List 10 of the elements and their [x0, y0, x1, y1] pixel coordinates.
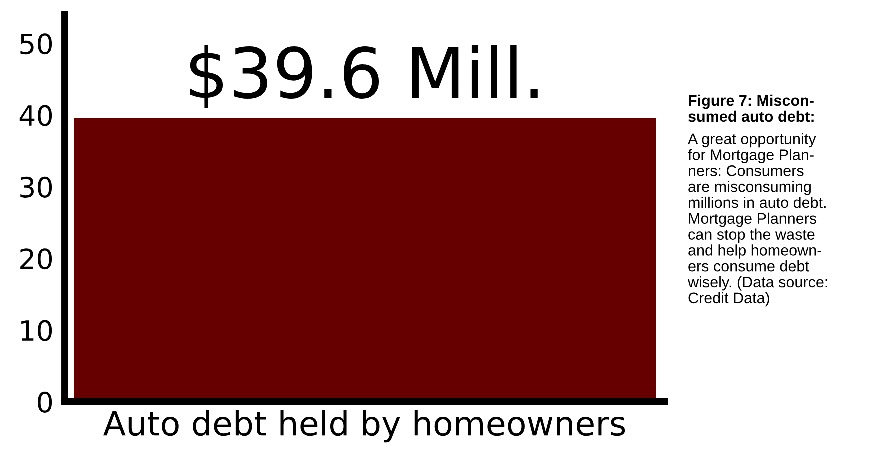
x-tick-label: Auto debt held by homeowners: [104, 410, 626, 443]
y-tick-label: 40: [20, 105, 52, 126]
y-tick-label: 30: [20, 176, 52, 198]
data-label: $39.6 Mill.: [190, 45, 538, 108]
text: A great opportunity for Mortgage Plan- ners: Consumers are misconsuming millions in auto debt. Mortgage Planners can stop the waste and help homeown- ers consume debt wisely. (Data source: Credit Data): [688, 133, 828, 307]
y-tick-label: 50: [20, 34, 52, 55]
y-tick-label: 0: [38, 392, 52, 413]
y-tick-label: 20: [20, 248, 52, 270]
y-tick-label: 10: [22, 320, 52, 342]
caption: Figure 7: Miscon- sumed auto debt:: [688, 94, 814, 122]
